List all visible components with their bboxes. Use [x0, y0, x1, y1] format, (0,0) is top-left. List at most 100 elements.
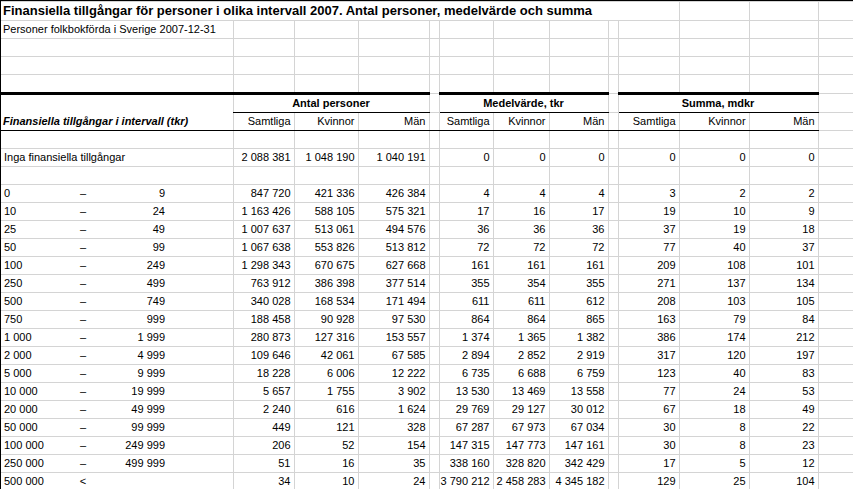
antal-man-cell[interactable]: 171 494	[358, 293, 429, 311]
interval-from-cell[interactable]: 10 000	[1, 383, 69, 401]
summa-samtliga-cell[interactable]: 77	[618, 239, 679, 257]
interval-to-cell[interactable]: 249	[97, 257, 167, 275]
medel-man-cell[interactable]: 4 345 182	[549, 473, 608, 489]
medel-man-cell[interactable]: 30 012	[549, 401, 608, 419]
summa-kvinnor-cell[interactable]: 8	[679, 419, 749, 437]
summa-kvinnor-cell[interactable]: 137	[679, 275, 749, 293]
empty-cell[interactable]	[818, 419, 853, 437]
interval-from-cell[interactable]: 20 000	[1, 401, 69, 419]
summa-kvinnor-cell[interactable]: 18	[679, 401, 749, 419]
interval-to-cell[interactable]: 49	[97, 221, 167, 239]
interval-separator-cell[interactable]: –	[69, 257, 97, 275]
medel-man-cell[interactable]: 72	[549, 239, 608, 257]
summa-kvinnor-cell[interactable]: 108	[679, 257, 749, 275]
col-header-medel-man[interactable]: Män	[549, 113, 608, 131]
filler-cell[interactable]	[167, 185, 233, 203]
medel-man-cell[interactable]: 36	[549, 221, 608, 239]
medel-samtliga-cell[interactable]: 0	[439, 149, 493, 167]
summa-samtliga-cell[interactable]	[618, 57, 679, 75]
empty-cell[interactable]	[549, 21, 608, 39]
antal-samtliga-cell[interactable]: 5 657	[233, 383, 294, 401]
empty-cell[interactable]	[818, 329, 853, 347]
interval-separator-cell[interactable]: –	[69, 293, 97, 311]
medel-samtliga-cell[interactable]: 17	[439, 203, 493, 221]
summa-man-cell[interactable]: 134	[749, 275, 818, 293]
medel-kvinnor-cell[interactable]: 2 852	[493, 347, 549, 365]
medel-kvinnor-cell[interactable]: 354	[493, 275, 549, 293]
summa-man-cell[interactable]: 9	[749, 203, 818, 221]
medel-man-cell[interactable]: 4	[549, 185, 608, 203]
antal-man-cell[interactable]: 12 222	[358, 365, 429, 383]
antal-kvinnor-cell[interactable]: 16	[294, 455, 358, 473]
summa-kvinnor-cell[interactable]: 25	[679, 473, 749, 489]
col-header-antal-kvinnor[interactable]: Kvinnor	[294, 113, 358, 131]
empty-cell[interactable]	[1, 39, 233, 57]
interval-from-cell[interactable]: 0	[1, 185, 69, 203]
antal-samtliga-cell[interactable]: 1 007 637	[233, 221, 294, 239]
antal-samtliga-cell[interactable]: 2 240	[233, 401, 294, 419]
col-header-summa-kvinnor[interactable]: Kvinnor	[679, 113, 749, 131]
antal-kvinnor-cell[interactable]: 421 336	[294, 185, 358, 203]
medel-man-cell[interactable]	[549, 75, 608, 94]
antal-kvinnor-cell[interactable]: 42 061	[294, 347, 358, 365]
summa-kvinnor-cell[interactable]: 5	[679, 455, 749, 473]
summa-kvinnor-cell[interactable]: 19	[679, 221, 749, 239]
interval-separator-cell[interactable]: –	[69, 365, 97, 383]
filler-cell[interactable]	[167, 239, 233, 257]
filler-cell[interactable]	[167, 293, 233, 311]
interval-separator-cell[interactable]: –	[69, 419, 97, 437]
empty-cell[interactable]	[818, 257, 853, 275]
antal-man-cell[interactable]	[358, 131, 429, 149]
medel-samtliga-cell[interactable]	[439, 57, 493, 75]
antal-kvinnor-cell[interactable]: 127 316	[294, 329, 358, 347]
antal-samtliga-cell[interactable]	[233, 57, 294, 75]
filler-cell[interactable]	[167, 437, 233, 455]
medel-samtliga-cell[interactable]: 4	[439, 185, 493, 203]
summa-samtliga-cell[interactable]: 17	[618, 455, 679, 473]
interval-to-cell[interactable]: 999	[97, 311, 167, 329]
medel-kvinnor-cell[interactable]: 2 458 283	[493, 473, 549, 489]
summa-kvinnor-cell[interactable]	[679, 75, 749, 94]
antal-man-cell[interactable]: 513 812	[358, 239, 429, 257]
summa-samtliga-cell[interactable]: 271	[618, 275, 679, 293]
empty-cell[interactable]	[818, 203, 853, 221]
empty-cell[interactable]	[818, 455, 853, 473]
medel-kvinnor-cell[interactable]: 161	[493, 257, 549, 275]
antal-samtliga-cell[interactable]: 1 298 343	[233, 257, 294, 275]
summa-samtliga-cell[interactable]: 317	[618, 347, 679, 365]
summa-samtliga-cell[interactable]: 19	[618, 203, 679, 221]
antal-kvinnor-cell[interactable]: 553 826	[294, 239, 358, 257]
summa-samtliga-cell[interactable]: 3	[618, 185, 679, 203]
interval-separator-cell[interactable]: <	[69, 473, 97, 489]
empty-cell[interactable]	[818, 311, 853, 329]
medel-kvinnor-cell[interactable]: 328 820	[493, 455, 549, 473]
medel-man-cell[interactable]	[549, 57, 608, 75]
antal-man-cell[interactable]: 627 668	[358, 257, 429, 275]
interval-to-cell[interactable]: 9 999	[97, 365, 167, 383]
medel-kvinnor-cell[interactable]: 72	[493, 239, 549, 257]
summa-man-cell[interactable]: 197	[749, 347, 818, 365]
empty-cell[interactable]	[1, 57, 233, 75]
interval-to-cell[interactable]: 499	[97, 275, 167, 293]
filler-cell[interactable]	[167, 455, 233, 473]
medel-kvinnor-cell[interactable]	[493, 39, 549, 57]
antal-man-cell[interactable]: 67 585	[358, 347, 429, 365]
medel-man-cell[interactable]: 0	[549, 149, 608, 167]
col-header-medel-kvinnor[interactable]: Kvinnor	[493, 113, 549, 131]
group-header-medelvarde[interactable]: Medelvärde, tkr	[439, 94, 608, 113]
interval-from-cell[interactable]: 500	[1, 293, 69, 311]
summa-kvinnor-cell[interactable]: 0	[679, 149, 749, 167]
antal-man-cell[interactable]	[358, 57, 429, 75]
medel-samtliga-cell[interactable]: 13 530	[439, 383, 493, 401]
summa-kvinnor-cell[interactable]: 120	[679, 347, 749, 365]
medel-man-cell[interactable]: 2 919	[549, 347, 608, 365]
medel-kvinnor-cell[interactable]: 36	[493, 221, 549, 239]
antal-man-cell[interactable]: 377 514	[358, 275, 429, 293]
empty-cell[interactable]	[358, 21, 429, 39]
interval-from-cell[interactable]: 50 000	[1, 419, 69, 437]
antal-man-cell[interactable]: 575 321	[358, 203, 429, 221]
antal-man-cell[interactable]: 3 902	[358, 383, 429, 401]
summa-kvinnor-cell[interactable]: 103	[679, 293, 749, 311]
antal-man-cell[interactable]: 35	[358, 455, 429, 473]
interval-to-cell[interactable]: 749	[97, 293, 167, 311]
